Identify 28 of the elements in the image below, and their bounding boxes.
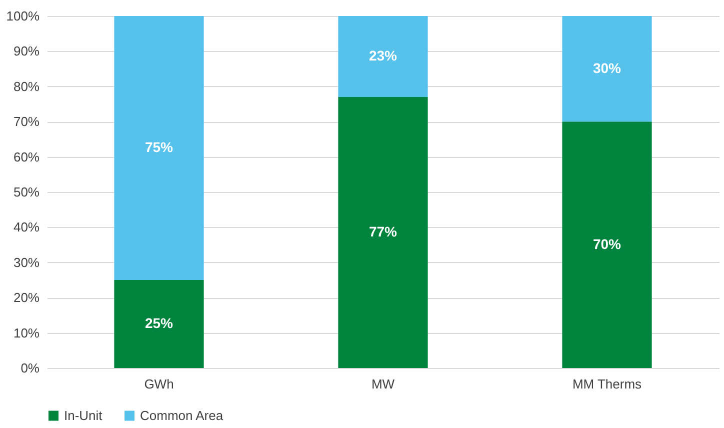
y-tick-label: 60% [13,149,40,164]
legend-label: Common Area [140,408,224,423]
x-tick-label: MW [371,376,396,392]
y-tick-label: 30% [13,254,40,270]
y-tick-label: 20% [13,290,40,306]
bar [114,16,204,280]
y-tick-label: 90% [13,44,40,59]
data-label: 25% [144,315,174,331]
y-tick-label: 10% [13,325,40,340]
data-label: 70% [592,236,622,252]
y-tick-label: 100% [6,8,40,24]
y-tick-label: 70% [13,114,40,130]
legend-label: In-Unit [64,408,103,423]
data-label: 77% [368,223,398,240]
data-label: 30% [592,60,622,76]
x-tick-label: GWh [144,376,174,392]
bar [562,16,652,122]
y-tick-label: 40% [13,220,40,235]
bar [114,280,204,368]
bar [338,96,428,368]
bar [338,16,428,97]
x-tick-label: MM Therms [572,376,642,392]
y-tick-label: 80% [13,78,40,94]
data-label: 75% [144,139,174,155]
y-tick-label: 50% [13,184,40,200]
y-tick-label: 0% [20,360,40,376]
bar [562,122,652,368]
data-label: 23% [368,47,398,64]
